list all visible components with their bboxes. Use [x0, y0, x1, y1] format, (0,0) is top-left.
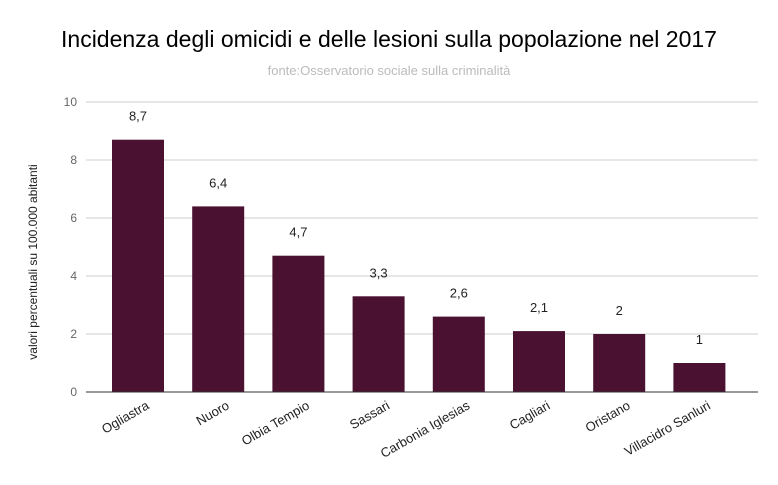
data-label: 8,7 [129, 109, 147, 124]
y-tick-label: 4 [70, 269, 77, 283]
y-tick-label: 10 [64, 95, 78, 109]
x-tick-label: Villacidro Sanluri [622, 398, 713, 459]
data-label: 2 [616, 303, 623, 318]
bar [272, 255, 325, 392]
x-tick-label: Oristano [583, 398, 633, 436]
bar [352, 296, 405, 392]
chart-title: Incidenza degli omicidi e delle lesioni … [61, 26, 717, 52]
data-label: 1 [696, 332, 703, 347]
x-tick-label: Carbonia Iglesias [378, 397, 473, 460]
y-tick-label: 2 [70, 327, 77, 341]
data-label: 2,6 [450, 286, 468, 301]
data-label: 3,3 [370, 265, 388, 280]
x-tick-label: Cagliari [507, 398, 553, 433]
bar [192, 206, 245, 392]
bar [112, 139, 164, 392]
data-label: 6,4 [209, 175, 227, 190]
y-tick-label: 8 [70, 153, 77, 167]
x-tick-label: Olbia Tempio [239, 398, 312, 449]
chart-subtitle: fonte:Osservatorio sociale sulla crimina… [267, 63, 511, 78]
x-tick-label: Ogliastra [99, 397, 152, 436]
bar [432, 316, 485, 392]
bar [513, 331, 565, 392]
x-tick-label: Nuoro [194, 398, 232, 429]
x-tick-label: Sassari [347, 398, 392, 433]
data-label: 4,7 [289, 225, 307, 240]
bar [673, 363, 726, 392]
y-axis-label: valori percentuali su 100.000 abitanti [26, 164, 40, 359]
y-tick-label: 6 [70, 211, 77, 225]
bar [593, 334, 646, 392]
y-tick-label: 0 [70, 385, 77, 399]
data-label: 2,1 [530, 300, 548, 315]
